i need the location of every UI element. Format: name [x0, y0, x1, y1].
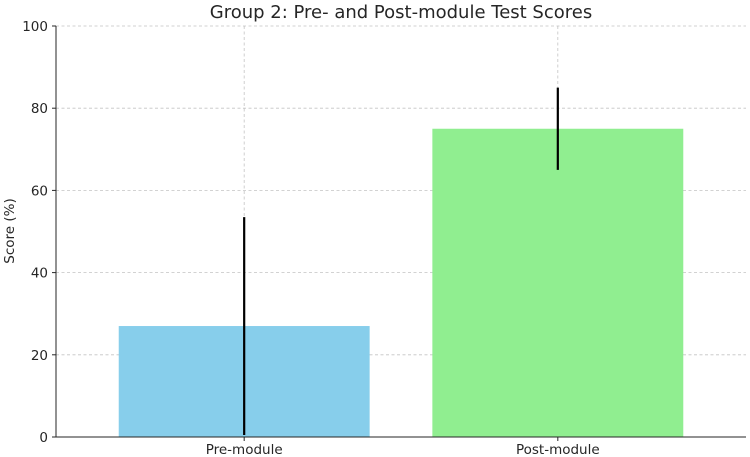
x-tick-label: Post-module [516, 442, 600, 457]
error-bars [243, 87, 559, 435]
y-ticks: 0 20 40 60 80 100 [22, 19, 56, 446]
x-tick-label: Pre-module [206, 442, 283, 457]
y-axis-label: Score (%) [2, 198, 18, 263]
axes [55, 26, 746, 438]
y-tick-label: 40 [31, 266, 48, 282]
y-tick-label: 0 [39, 430, 48, 446]
chart-title: Group 2: Pre- and Post-module Test Score… [210, 2, 592, 23]
y-tick-label: 20 [31, 348, 48, 364]
bar-post-module [432, 128, 684, 437]
y-tick-label: 100 [22, 19, 48, 35]
bars [118, 128, 684, 437]
y-tick-label: 60 [31, 183, 48, 199]
x-ticks: Pre-module Post-module [206, 437, 600, 457]
y-tick-label: 80 [31, 101, 48, 117]
